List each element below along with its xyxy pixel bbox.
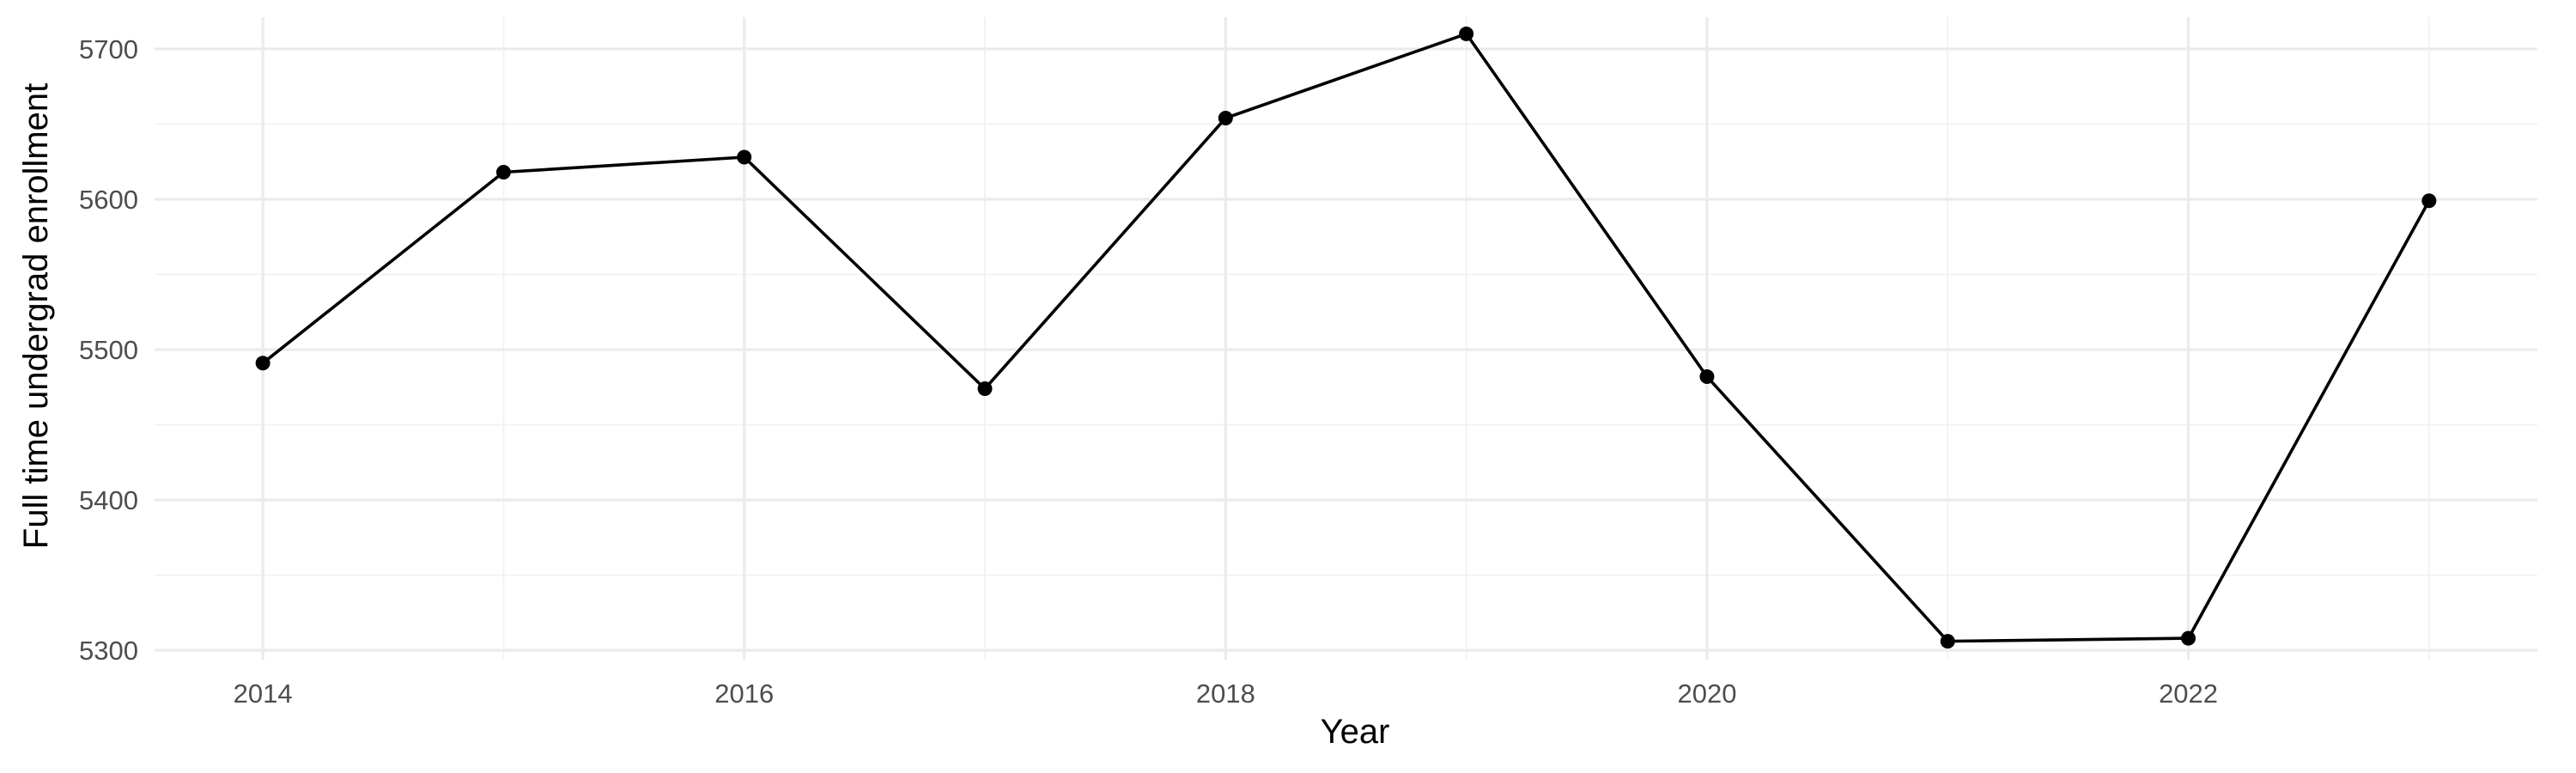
data-point [977, 381, 993, 397]
y-tick-label: 5500 [79, 335, 138, 365]
series-line [261, 32, 2431, 643]
x-tick-label: 2020 [1677, 679, 1736, 709]
data-point [1940, 634, 1955, 649]
data-point [737, 149, 752, 165]
data-point [2421, 193, 2437, 209]
x-tick-label: 2022 [2159, 679, 2218, 709]
data-point [1699, 369, 1715, 385]
major-gridlines [155, 17, 2537, 660]
data-point [2181, 630, 2196, 646]
plot-panel [155, 17, 2537, 660]
x-tick-label: 2014 [234, 679, 293, 709]
data-point [255, 356, 270, 371]
series-layer [261, 32, 2431, 643]
data-point [495, 164, 511, 180]
x-tick-label: 2016 [714, 679, 774, 709]
y-axis-title: Full time undergrad enrollment [17, 83, 55, 549]
data-point [1459, 26, 1474, 41]
minor-gridlines [155, 17, 2537, 660]
y-tick-label: 5600 [79, 185, 138, 215]
x-tick-label: 2018 [1196, 679, 1255, 709]
y-tick-label: 5400 [79, 485, 138, 515]
data-point [1218, 110, 1233, 125]
y-axis-tick-labels: 5300 5400 5500 5600 5700 [79, 34, 138, 666]
data-points [255, 26, 2437, 649]
y-tick-label: 5300 [79, 636, 138, 666]
x-axis-title: Year [1321, 713, 1390, 751]
y-tick-label: 5700 [79, 34, 138, 64]
x-axis-tick-labels: 2014 2016 2018 2020 2022 [234, 679, 2218, 709]
